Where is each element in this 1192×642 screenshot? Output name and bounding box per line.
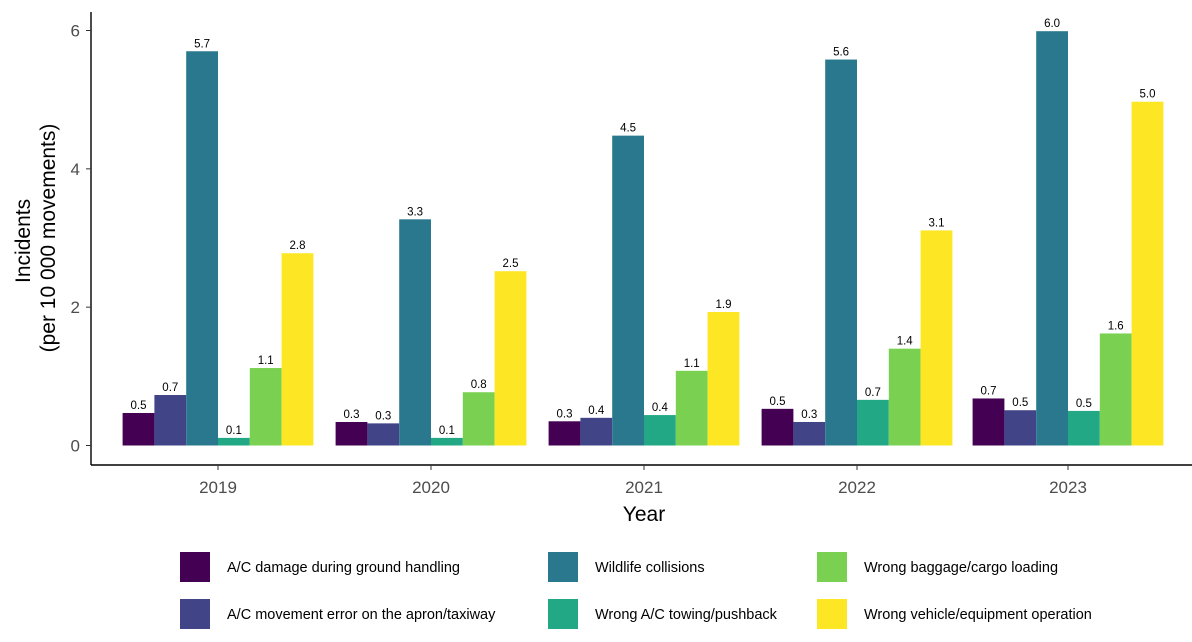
data-label: 0.4 [652, 402, 669, 414]
bar [249, 368, 282, 446]
y-tick-label: 6 [71, 22, 80, 41]
data-label: 0.1 [226, 425, 242, 437]
bar [972, 398, 1005, 446]
y-axis-title-line-1: Incidents [12, 199, 35, 283]
bar [218, 437, 250, 446]
data-label: 5.7 [194, 38, 210, 50]
bar [920, 230, 953, 446]
data-label: 2.8 [290, 240, 306, 252]
bar [494, 271, 527, 446]
x-axis-title: Year [623, 503, 665, 526]
data-label: 1.4 [897, 336, 914, 348]
bar [154, 395, 187, 446]
x-ticks: 2019 2020 2021 2022 2023 [199, 465, 1087, 497]
legend-label: A/C damage during ground handling [227, 560, 460, 576]
legend-swatch [548, 599, 578, 629]
legend-label: Wrong A/C towing/pushback [595, 607, 778, 623]
data-label: 0.7 [865, 387, 881, 399]
data-label: 0.7 [162, 382, 178, 394]
bar [857, 399, 889, 446]
data-label: 1.9 [716, 299, 732, 311]
bar [367, 423, 400, 446]
bar [548, 421, 581, 446]
legend-swatch [817, 599, 847, 629]
data-label: 1.1 [258, 355, 274, 367]
y-axis-title-line-2: (per 10 000 movements) [37, 124, 60, 353]
data-labels-layer: 0.5 0.3 0.3 0.5 0.7 0.7 0.3 0.4 0.3 0.5 5.7 3.3 4.5 5… [131, 18, 1156, 437]
data-label: 0.5 [131, 400, 147, 412]
bar [281, 253, 314, 446]
bar [1068, 410, 1100, 446]
data-label: 2.5 [503, 258, 519, 270]
bar [612, 135, 644, 446]
y-tick-label: 2 [71, 298, 80, 317]
data-label: 0.5 [1012, 397, 1028, 409]
bar [431, 437, 463, 446]
x-tick-label: 2023 [1049, 478, 1087, 497]
bar [675, 370, 708, 446]
data-label: 1.1 [684, 358, 700, 370]
legend-label: Wildlife collisions [595, 560, 705, 576]
bar [399, 219, 431, 446]
data-label: 0.5 [1076, 398, 1092, 410]
bar [335, 421, 368, 446]
bar [644, 415, 676, 446]
legend-swatch [817, 552, 847, 582]
legend-swatch [180, 552, 210, 582]
bar [462, 392, 495, 446]
data-label: 0.3 [344, 409, 360, 421]
bar [1004, 410, 1037, 446]
bar [888, 348, 921, 446]
data-label: 1.6 [1108, 320, 1124, 332]
y-tick-label: 4 [71, 160, 80, 179]
x-tick-label: 2022 [838, 478, 876, 497]
bar [707, 312, 740, 446]
bar [1036, 31, 1068, 446]
data-label: 5.6 [833, 47, 849, 59]
data-label: 3.1 [929, 217, 945, 229]
legend-label: Wrong vehicle/equipment operation [864, 607, 1092, 623]
data-label: 0.1 [439, 425, 455, 437]
bars-layer [122, 31, 1164, 446]
data-label: 0.7 [981, 385, 997, 397]
bar [1099, 333, 1132, 446]
legend-label: Wrong baggage/cargo loading [864, 560, 1058, 576]
bar [761, 408, 794, 446]
data-label: 0.8 [471, 379, 487, 391]
data-label: 0.3 [801, 409, 817, 421]
y-axis-title: Incidents (per 10 000 movements) [12, 124, 60, 353]
data-label: 0.5 [770, 396, 786, 408]
data-label: 3.3 [407, 206, 423, 218]
bar [1131, 101, 1164, 446]
x-tick-label: 2020 [412, 478, 450, 497]
x-tick-label: 2021 [625, 478, 663, 497]
bar [122, 412, 155, 446]
data-label: 0.3 [375, 410, 391, 422]
y-ticks: 0 2 4 6 [71, 22, 91, 456]
bar [825, 59, 857, 446]
legend-swatch [548, 552, 578, 582]
y-tick-label: 0 [71, 437, 80, 456]
data-label: 4.5 [620, 123, 636, 135]
data-label: 6.0 [1044, 18, 1060, 30]
legend-swatch [180, 599, 210, 629]
bar [186, 51, 218, 446]
bar [793, 421, 826, 446]
legend-label: A/C movement error on the apron/taxiway [227, 607, 496, 623]
x-tick-label: 2019 [199, 478, 237, 497]
bar [580, 417, 613, 446]
legend: A/C damage during ground handling A/C mov… [180, 552, 1092, 629]
data-label: 0.3 [557, 408, 573, 420]
data-label: 5.0 [1140, 89, 1156, 101]
data-label: 0.4 [588, 405, 605, 417]
